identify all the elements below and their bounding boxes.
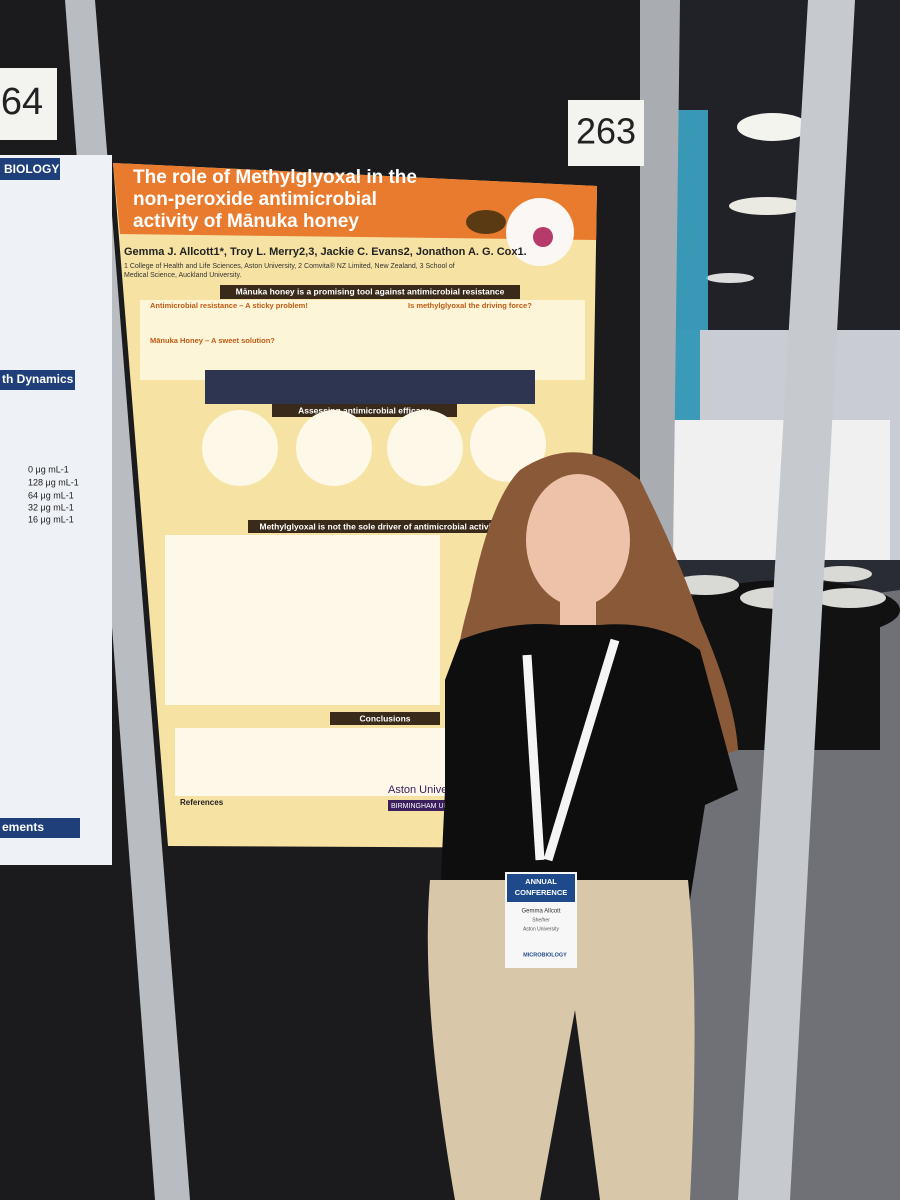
ceiling-light: [729, 197, 805, 215]
section-bg: [248, 520, 510, 533]
board-number: 64: [1, 81, 43, 123]
section-bg: [330, 712, 440, 725]
left-poster: [0, 155, 112, 865]
banner-bg: [220, 285, 520, 299]
legend-entry: 16 μg mL-1: [28, 514, 74, 524]
poster-banner: Mānuka honey is a promising tool against…: [236, 286, 505, 296]
poster-affiliation: 1 College of Health and Life Sciences, A…: [124, 262, 455, 270]
pole: [738, 0, 855, 1200]
references-heading: References: [180, 798, 224, 807]
flower-center: [533, 227, 553, 247]
left-section-bg: [0, 818, 80, 838]
badge-pronouns: She/her: [532, 917, 550, 923]
trousers: [427, 880, 695, 1200]
plate: [812, 566, 872, 582]
left-footer: ements: [2, 820, 44, 834]
badge-header: [507, 874, 575, 902]
legend-entry: 32 μg mL-1: [28, 502, 74, 512]
intro-heading: Mānuka Honey – A sweet solution?: [150, 336, 275, 345]
badge-name: Gemma Allcott: [521, 909, 560, 915]
plate: [814, 588, 886, 608]
logo-sub: BIRMINGHAM UK: [391, 803, 449, 810]
section-heading: Methylglyoxal is not the sole driver of …: [259, 521, 498, 531]
left-section-bg: [0, 370, 75, 390]
method-icon: [387, 410, 463, 486]
ceiling-light: [706, 273, 754, 283]
badge-society: MICROBIOLOGY: [523, 952, 567, 958]
legend-entry: 128 μg mL-1: [28, 477, 79, 487]
logo-bg: [388, 800, 456, 811]
results-panel: [165, 535, 440, 705]
intro-heading: Is methylglyoxal the driving force?: [408, 301, 532, 310]
top: [440, 624, 738, 900]
badge-institution: Aston University: [523, 926, 560, 932]
poster-title: The role of Methylglyoxal in the: [133, 167, 417, 188]
number-card: [0, 68, 57, 140]
shelf: [660, 420, 890, 560]
intro-heading: Antimicrobial resistance – A sticky prob…: [150, 301, 308, 310]
number-card: [568, 100, 644, 166]
poster-authors: Gemma J. Allcott1*, Troy L. Merry2,3, Ja…: [124, 246, 527, 258]
conclusions-box: [175, 728, 445, 796]
legend-entry: 0 μg mL-1: [28, 464, 69, 474]
legend-entry: 64 μg mL-1: [28, 490, 74, 500]
left-poster-header: BIOLOGY: [4, 162, 59, 176]
method-icon: [296, 410, 372, 486]
badge-event: ANNUAL: [525, 877, 557, 886]
poster-affiliation: Medical Science, Auckland University.: [124, 272, 241, 279]
aim-box: [205, 370, 535, 404]
section-heading: Assessing antimicrobial efficacy: [298, 405, 430, 415]
poster-title: activity of Mānuka honey: [133, 211, 359, 232]
method-icon: [202, 410, 278, 486]
lanyard: [522, 638, 620, 862]
method-icon: [470, 406, 546, 482]
left-poster-header-bg: [0, 158, 60, 180]
bee: [466, 210, 506, 234]
poster-title: non-peroxide antimicrobial: [133, 189, 377, 210]
left-section: th Dynamics: [2, 372, 74, 386]
section-heading: Conclusions: [359, 713, 410, 723]
intro-box: [140, 300, 585, 380]
badge-event: CONFERENCE: [515, 888, 568, 897]
ceiling-light: [737, 113, 809, 141]
board-number: 263: [576, 111, 636, 152]
face: [526, 474, 630, 606]
